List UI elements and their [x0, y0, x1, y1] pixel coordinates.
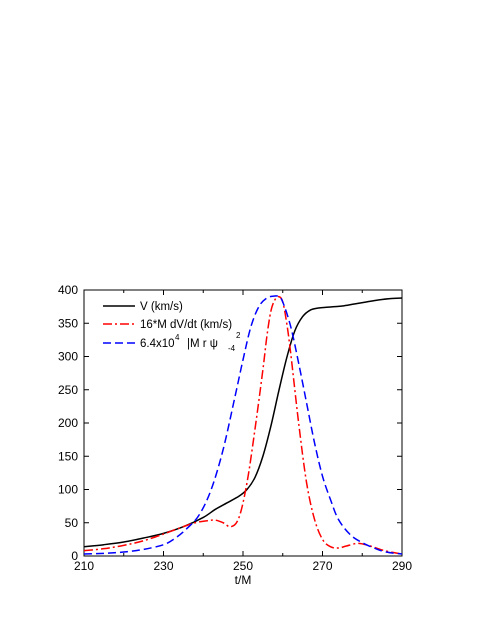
legend-label-v: V (km/s) [140, 301, 183, 313]
svg-text:4: 4 [175, 333, 180, 342]
x-tick-label: 270 [312, 559, 332, 573]
legend-label-psi4: 6.4x10 4 |M r ψ -4 2 [140, 331, 241, 353]
x-tick-label: 230 [153, 559, 173, 573]
y-tick-label: 50 [65, 516, 79, 530]
axis-ticks [83, 289, 403, 557]
x-tick-label: 210 [74, 559, 94, 573]
y-tick-label: 200 [58, 416, 78, 430]
y-tick-label: 0 [71, 549, 78, 563]
series-line-v [83, 297, 403, 548]
svg-text:2: 2 [236, 331, 241, 340]
series-line-dvdt [83, 295, 403, 555]
svg-text:-4: -4 [228, 344, 236, 353]
y-tick-label: 150 [58, 449, 78, 463]
y-tick-label: 400 [58, 283, 78, 297]
svg-text:6.4x10: 6.4x10 [140, 338, 175, 350]
y-tick-label: 300 [58, 350, 78, 364]
y-tick-label: 100 [58, 483, 78, 497]
legend: V (km/s) 16*M dV/dt (km/s) 6.4x10 4 |M r… [103, 301, 241, 353]
series-layer [83, 295, 403, 555]
plot-frame [83, 289, 403, 557]
series-line-psi4 [83, 295, 403, 555]
y-tick-label: 350 [58, 316, 78, 330]
legend-label-dvdt: 16*M dV/dt (km/s) [140, 319, 232, 331]
x-tick-label: 290 [392, 559, 412, 573]
x-tick-label: 250 [233, 559, 253, 573]
y-tick-label: 250 [58, 383, 78, 397]
x-axis-label: t/M [235, 573, 252, 587]
tick-labels: 210 230 250 270 290 0 50 100 150 200 250 300 350 400 [58, 283, 412, 573]
svg-text:|M r ψ: |M r ψ [187, 338, 218, 350]
